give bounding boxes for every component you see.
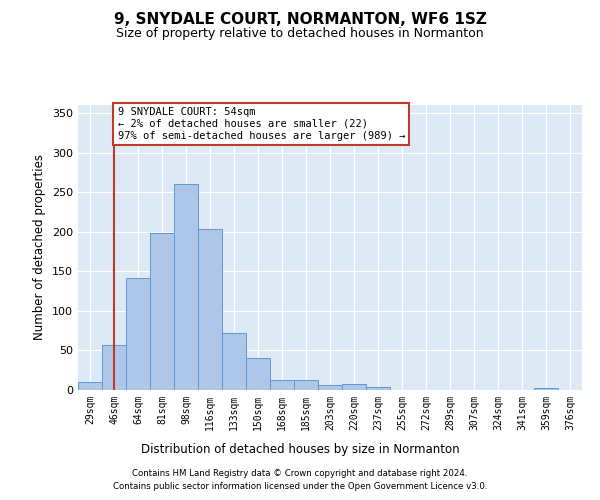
Bar (150, 233, 174, 390)
Text: Contains public sector information licensed under the Open Government Licence v3: Contains public sector information licen… (113, 482, 487, 491)
Text: Distribution of detached houses by size in Normanton: Distribution of detached houses by size … (140, 442, 460, 456)
Bar (294, 380, 318, 390)
Text: 9 SNYDALE COURT: 54sqm
← 2% of detached houses are smaller (22)
97% of semi-deta: 9 SNYDALE COURT: 54sqm ← 2% of detached … (118, 108, 405, 140)
Bar (78, 382, 102, 390)
Bar (534, 388, 558, 390)
Bar (174, 184, 198, 390)
Bar (270, 380, 294, 390)
Bar (198, 228, 222, 390)
Bar (366, 387, 390, 390)
Bar (222, 333, 246, 390)
Bar (342, 384, 366, 390)
Bar (102, 345, 126, 390)
Y-axis label: Number of detached properties: Number of detached properties (34, 154, 46, 340)
Bar (318, 385, 342, 390)
Text: 9, SNYDALE COURT, NORMANTON, WF6 1SZ: 9, SNYDALE COURT, NORMANTON, WF6 1SZ (113, 12, 487, 28)
Bar (126, 278, 150, 390)
Text: Contains HM Land Registry data © Crown copyright and database right 2024.: Contains HM Land Registry data © Crown c… (132, 468, 468, 477)
Text: Size of property relative to detached houses in Normanton: Size of property relative to detached ho… (116, 28, 484, 40)
Bar (246, 358, 270, 390)
